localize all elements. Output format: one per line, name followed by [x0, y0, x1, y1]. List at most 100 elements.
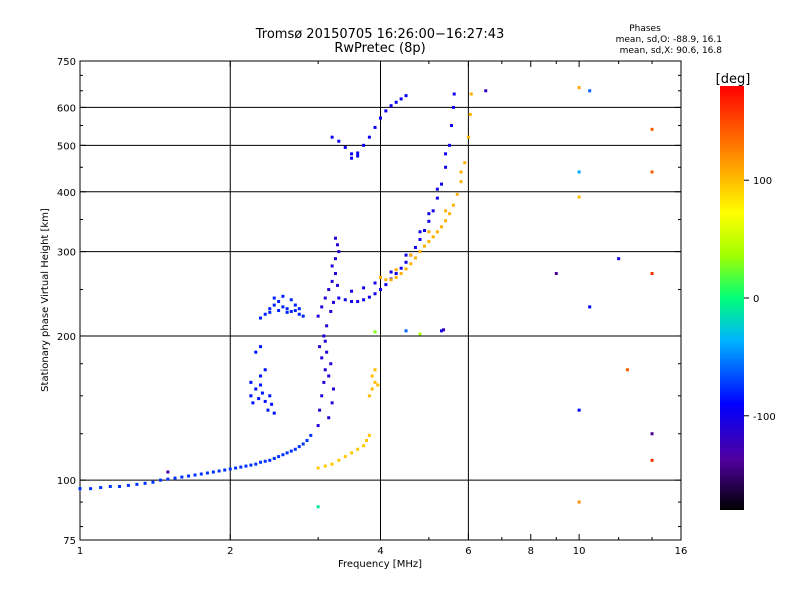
data-point [394, 275, 398, 279]
data-point [259, 345, 263, 349]
data-point [333, 272, 337, 276]
data-point [650, 127, 654, 131]
data-point [418, 230, 422, 234]
data-point [617, 257, 621, 261]
series-f1-o-mode-column [316, 236, 341, 428]
data-point [577, 408, 581, 412]
data-point [367, 433, 371, 437]
data-point [263, 459, 267, 463]
data-point [330, 264, 334, 268]
data-point [431, 235, 435, 239]
data-point [281, 294, 285, 298]
data-point [356, 151, 360, 155]
y-tick-label: 75 [63, 536, 76, 547]
data-point [333, 236, 337, 240]
data-point [373, 380, 377, 384]
data-point [277, 309, 281, 313]
data-point [259, 460, 263, 464]
data-point [285, 307, 289, 311]
data-point [329, 362, 333, 366]
data-point [435, 187, 439, 191]
data-point [409, 262, 413, 266]
colorbar-label: [deg] [716, 72, 751, 87]
data-point [254, 462, 258, 466]
data-point [327, 374, 331, 378]
data-point [399, 272, 403, 276]
data-point [418, 332, 422, 336]
data-point [373, 125, 377, 129]
data-point [577, 86, 581, 90]
data-point [205, 471, 209, 475]
data-point [254, 387, 258, 391]
data-point [166, 470, 170, 474]
data-point [588, 305, 592, 309]
legend-line-o: mean, sd,O: -88.9, 16.1 [616, 35, 722, 45]
legend-heading: Phases [629, 24, 661, 34]
data-point [370, 387, 374, 391]
data-point [135, 482, 139, 486]
data-point [427, 212, 431, 216]
x-tick-label: 10 [573, 546, 586, 557]
data-point [126, 483, 130, 487]
data-point [376, 383, 380, 387]
data-point [78, 487, 82, 491]
data-point [331, 387, 335, 391]
data-point [259, 374, 263, 378]
data-point [413, 245, 417, 249]
data-point [418, 237, 422, 241]
colorbar-ticks: -100 0 100 [744, 176, 776, 423]
data-point [335, 283, 339, 287]
data-point [337, 296, 341, 300]
data-point [277, 300, 281, 304]
legend-line-x: mean, sd,X: 90.6, 16.8 [620, 46, 723, 56]
data-point [370, 374, 374, 378]
data-point [297, 312, 301, 316]
data-point [223, 468, 227, 472]
series-low-x-mode [316, 433, 371, 470]
data-point [459, 170, 463, 174]
data-point [301, 442, 305, 446]
series-upper-spread-470-650-km [330, 94, 408, 160]
data-point [409, 253, 413, 257]
data-point [440, 182, 444, 186]
data-point [444, 152, 448, 156]
y-tick-label: 200 [57, 332, 76, 343]
data-point [455, 192, 459, 196]
data-point [367, 135, 371, 139]
data-point [266, 408, 270, 412]
data-point [427, 219, 431, 223]
series-es-patch-2-2-2-5-mhz [249, 345, 276, 415]
data-point [356, 154, 360, 158]
data-point [404, 94, 408, 98]
data-point [373, 368, 377, 372]
data-point [330, 135, 334, 139]
data-point [99, 486, 103, 490]
data-point [293, 309, 297, 313]
data-point [301, 314, 305, 318]
plot-area: 1 2 4 6 8 10 16 75 100 200 300 400 500 600 750 [57, 57, 687, 557]
data-point [289, 449, 293, 453]
data-point [143, 481, 147, 485]
data-point [362, 444, 366, 448]
data-point [384, 283, 388, 287]
data-point [427, 230, 431, 234]
data-point [404, 253, 408, 257]
data-point [239, 465, 243, 469]
data-point [444, 209, 448, 213]
data-point [89, 487, 93, 491]
data-point [367, 394, 371, 398]
data-point [323, 464, 327, 468]
data-point [330, 279, 334, 283]
colorbar-tick-label: 100 [753, 176, 772, 187]
data-point [187, 474, 191, 478]
data-point [297, 445, 301, 449]
series-e-layer-trace [78, 433, 313, 491]
data-point [362, 298, 366, 302]
data-point [327, 288, 331, 292]
data-point [444, 165, 448, 169]
data-point [331, 300, 335, 304]
data-point [325, 324, 329, 328]
data-point [228, 467, 232, 471]
data-point [330, 401, 334, 405]
